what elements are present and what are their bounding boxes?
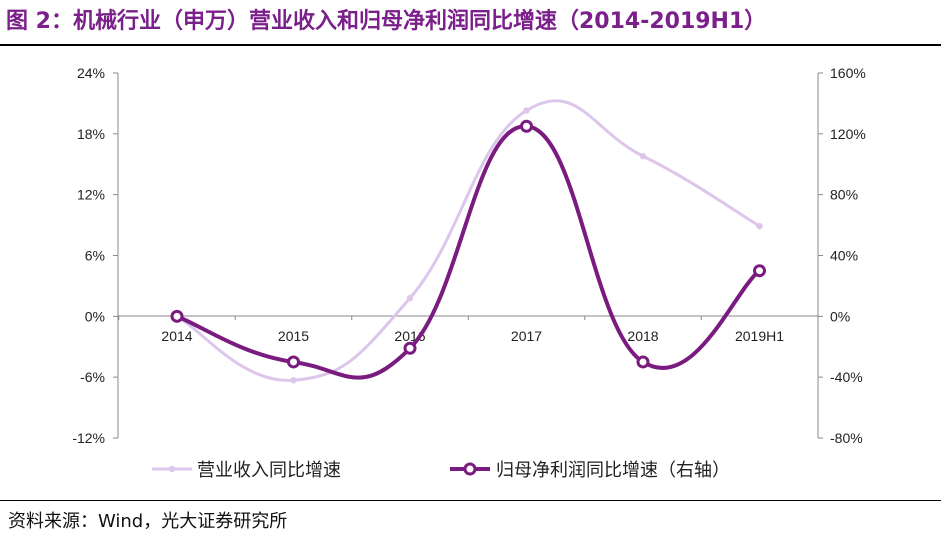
- line-chart: 24% 18% 12% 6% 0% -6% -12% 160% 120% 80% 40% 0% -40%…: [72, 65, 866, 481]
- source-note: 资料来源：Wind，光大证券研究所: [8, 511, 288, 532]
- revenue-growth-point: [756, 222, 763, 230]
- right-tick-label: -80%: [830, 430, 863, 446]
- left-tick-label: -12%: [72, 430, 105, 446]
- axes: 24% 18% 12% 6% 0% -6% -12% 160% 120% 80% 40% 0% -40%…: [72, 65, 866, 446]
- net-profit-growth-point: [287, 355, 300, 369]
- revenue-growth-point: [406, 294, 414, 302]
- legend-marker-revenue: [168, 465, 176, 473]
- left-tick-label: -6%: [80, 369, 105, 385]
- right-tick-label: -40%: [830, 369, 863, 385]
- chart-title: 图 2：机械行业（申万）营业收入和归母净利润同比增速（2014-2019H1）: [6, 9, 767, 34]
- revenue-growth-series: [173, 99, 763, 384]
- right-tick-label: 0%: [830, 308, 850, 324]
- x-tick-label: 2018: [627, 328, 658, 344]
- legend-label-revenue: 营业收入同比增速: [197, 460, 341, 481]
- source-divider: [0, 500, 941, 501]
- revenue-growth-point: [639, 152, 647, 160]
- x-tick-label: 2015: [278, 328, 309, 344]
- left-tick-label: 12%: [77, 187, 105, 203]
- legend-label-net-profit: 归母净利润同比增速（右轴）: [496, 460, 730, 481]
- net-profit-growth-point: [520, 119, 533, 133]
- left-tick-label: 24%: [77, 65, 105, 81]
- right-tick-label: 40%: [830, 248, 858, 264]
- right-tick-label: 80%: [830, 187, 858, 203]
- net-profit-growth-point: [403, 341, 417, 355]
- net-profit-growth-point: [170, 309, 184, 323]
- net-profit-growth-series: [170, 119, 766, 380]
- x-tick-label: 2019H1: [735, 328, 784, 344]
- left-tick-label: 6%: [85, 248, 105, 264]
- net-profit-growth-point: [753, 264, 766, 278]
- title-divider: [0, 44, 941, 46]
- net-profit-growth-line: [176, 124, 761, 380]
- left-tick-label: 0%: [85, 308, 105, 324]
- x-tick-label: 2017: [511, 328, 542, 344]
- legend: 营业收入同比增速 归母净利润同比增速（右轴）: [152, 460, 730, 481]
- x-tick-label: 2014: [161, 328, 192, 344]
- net-profit-growth-point: [636, 355, 650, 369]
- left-tick-label: 18%: [77, 126, 105, 142]
- revenue-growth-point: [523, 107, 530, 114]
- right-tick-label: 120%: [830, 126, 866, 142]
- revenue-growth-point: [290, 377, 297, 384]
- right-tick-label: 160%: [830, 65, 866, 81]
- revenue-growth-line: [176, 99, 761, 382]
- legend-marker-net-profit: [463, 462, 477, 476]
